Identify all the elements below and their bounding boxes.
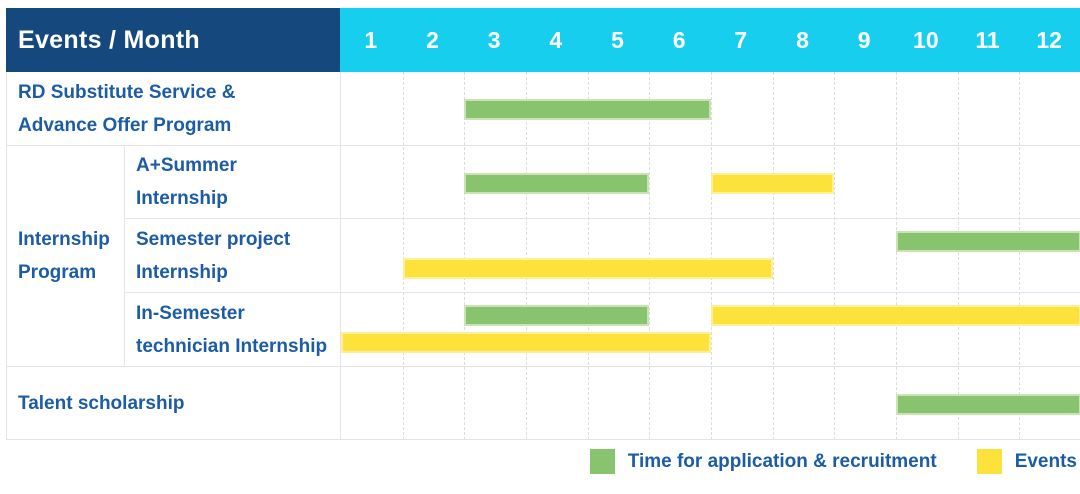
events-month-header: Events / Month [6, 8, 340, 72]
row-label-a-plus-summer: A+Summer Internship [125, 146, 341, 219]
row-label-talent-scholarship: Talent scholarship [7, 367, 341, 440]
row-label-line: A+Summer [136, 155, 237, 176]
month-label: 10 [913, 26, 939, 53]
gantt-table: Events / Month 1 2 3 4 5 6 7 8 9 10 11 12 RD Substi… [6, 8, 1080, 440]
gantt-bar-yellow [711, 305, 1080, 326]
row-label-line: Advance Offer Program [18, 114, 232, 136]
chart-row-rd-substitute [341, 72, 1080, 146]
chart-row-talent-scholarship [341, 367, 1080, 440]
row-label-semester-project: Semester project Internship [125, 219, 341, 293]
month-label: 6 [672, 26, 686, 53]
month-label: 8 [796, 26, 809, 53]
chart-row-in-semester-technician [341, 293, 1080, 367]
legend: Time for application & recruitment Event… [589, 449, 1077, 474]
chart-row-semester-project [341, 219, 1080, 293]
row-label-line: Internship [136, 188, 228, 209]
gantt-bar-green [464, 99, 711, 120]
month-label: 3 [487, 26, 501, 53]
group-label-line: Internship [18, 229, 110, 250]
month-label: 5 [611, 26, 624, 53]
month-label: 11 [975, 26, 1000, 53]
legend-label: Events [1014, 450, 1077, 472]
month-header-row: 1 2 3 4 5 6 7 8 9 10 11 12 [340, 8, 1080, 72]
month-label: 1 [364, 26, 378, 53]
gantt-bar-green [896, 231, 1080, 252]
row-label-line: Internship [136, 261, 228, 283]
month-label: 12 [1036, 26, 1062, 53]
month-label: 4 [549, 26, 563, 53]
month-label: 2 [426, 26, 439, 53]
group-label-line: Program [18, 262, 97, 283]
legend-item-events: Events [976, 449, 1077, 474]
row-label-in-semester-technician: In-Semester technician Internship [125, 293, 341, 367]
row-label-rd-substitute: RD Substitute Service & Advance Offer Pr… [7, 72, 341, 146]
yellow-legend-swatch [976, 449, 1002, 474]
row-label-line: Semester project [136, 228, 291, 250]
gantt-bar-green [896, 394, 1080, 415]
chart-row-a-plus-summer [341, 146, 1080, 219]
row-label-line: Talent scholarship [18, 392, 185, 414]
table-body: RD Substitute Service & Advance Offer Pr… [6, 72, 1080, 440]
row-label-line: In-Semester [136, 302, 245, 324]
group-label-internship-program: Internship Program [7, 146, 125, 367]
green-legend-swatch [589, 449, 615, 474]
gantt-bar-yellow [402, 258, 773, 279]
table-header-row: Events / Month 1 2 3 4 5 6 7 8 9 10 11 12 [6, 8, 1080, 72]
row-label-line: RD Substitute Service & [18, 81, 236, 103]
gantt-bar-yellow [711, 173, 835, 194]
gantt-bar-green [464, 305, 650, 326]
gantt-bar-green [464, 173, 650, 194]
legend-item-application-recruitment: Time for application & recruitment [589, 449, 937, 474]
month-label: 7 [734, 26, 748, 53]
row-label-line: technician Internship [136, 335, 328, 357]
month-label: 9 [857, 26, 871, 53]
legend-label: Time for application & recruitment [627, 450, 937, 472]
gantt-bar-yellow [341, 332, 711, 353]
